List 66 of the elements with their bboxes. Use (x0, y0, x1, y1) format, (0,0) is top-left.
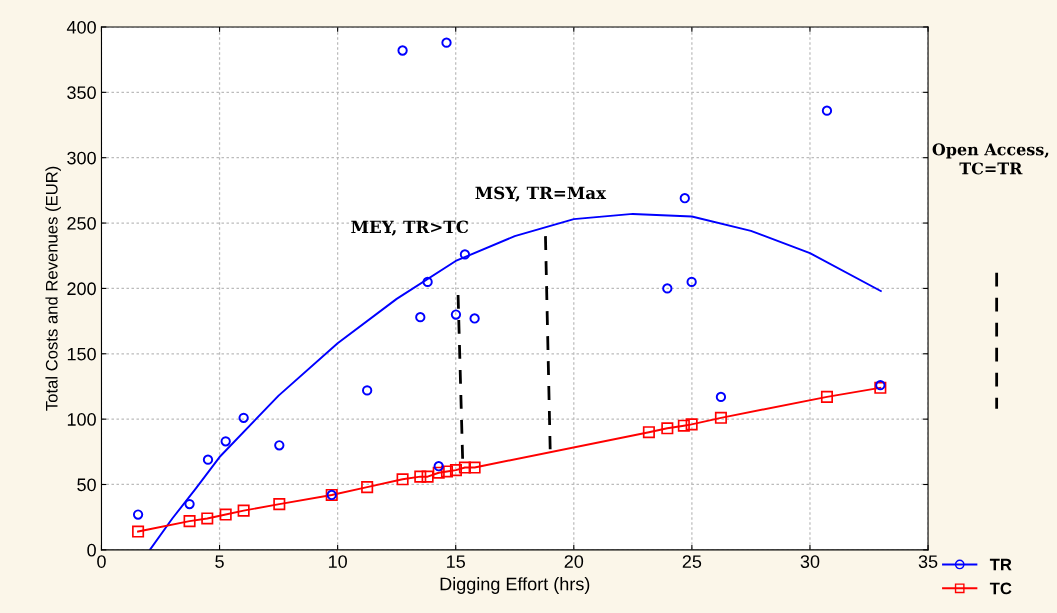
x-tick-label: 25 (682, 555, 702, 568)
point (433, 461, 444, 472)
point (132, 525, 145, 538)
point (396, 473, 409, 486)
annotation: MSY, TR=Max (475, 186, 607, 202)
y-tick-label: 300 (67, 151, 96, 165)
y-tick-label: 400 (66, 20, 96, 34)
y-tick-label: 50 (77, 478, 96, 492)
point (432, 466, 445, 479)
point (821, 105, 833, 116)
point (132, 509, 144, 520)
x-axis-title: Digging Effort (hrs) (440, 577, 590, 594)
x-tick-label: 10 (328, 555, 347, 568)
point (440, 465, 454, 478)
point (820, 390, 834, 403)
point (202, 454, 214, 465)
point (415, 312, 426, 323)
point (685, 418, 698, 431)
point (459, 249, 471, 260)
point (184, 498, 195, 510)
point (421, 470, 434, 483)
point (677, 419, 690, 432)
point (273, 498, 286, 511)
point (469, 313, 480, 324)
y-tick-label: 350 (67, 86, 96, 100)
point (714, 411, 727, 424)
point (662, 283, 673, 294)
point (238, 412, 249, 423)
point (422, 276, 433, 288)
point (642, 426, 655, 439)
point (397, 45, 408, 56)
legend-label: TR (989, 558, 1012, 571)
point (441, 37, 452, 48)
legend-label: TC (989, 582, 1012, 595)
x-tick-label: 15 (447, 555, 465, 568)
y-tick-label: 150 (67, 347, 96, 361)
point (361, 481, 374, 494)
point (458, 461, 471, 474)
y-tick-label: 0 (87, 543, 96, 557)
point (220, 436, 231, 447)
y-tick-label: 100 (67, 413, 96, 426)
point (468, 461, 481, 474)
x-tick-label: 20 (564, 555, 584, 568)
point (450, 309, 462, 320)
y-tick-label: 200 (67, 282, 96, 296)
point (362, 385, 373, 396)
point (686, 276, 697, 288)
point (414, 470, 427, 483)
point (661, 422, 674, 435)
y-tick-label: 250 (67, 216, 96, 230)
y-axis-title: Total Costs and Revenues (EUR) (45, 166, 61, 411)
point (274, 440, 285, 451)
point (201, 512, 214, 525)
point (449, 464, 462, 477)
point (715, 391, 727, 403)
point (219, 508, 232, 521)
point (183, 515, 196, 528)
x-tick-label: 0 (97, 555, 106, 568)
point (679, 193, 690, 204)
x-tick-label: 5 (215, 555, 224, 568)
x-tick-label: 30 (800, 555, 820, 568)
x-tick-label: 35 (918, 555, 938, 568)
text: Open Access, TC=TR (932, 143, 1049, 175)
point (237, 504, 250, 517)
annotation: MEY, TR>TC (351, 220, 469, 236)
line-series (148, 212, 882, 550)
